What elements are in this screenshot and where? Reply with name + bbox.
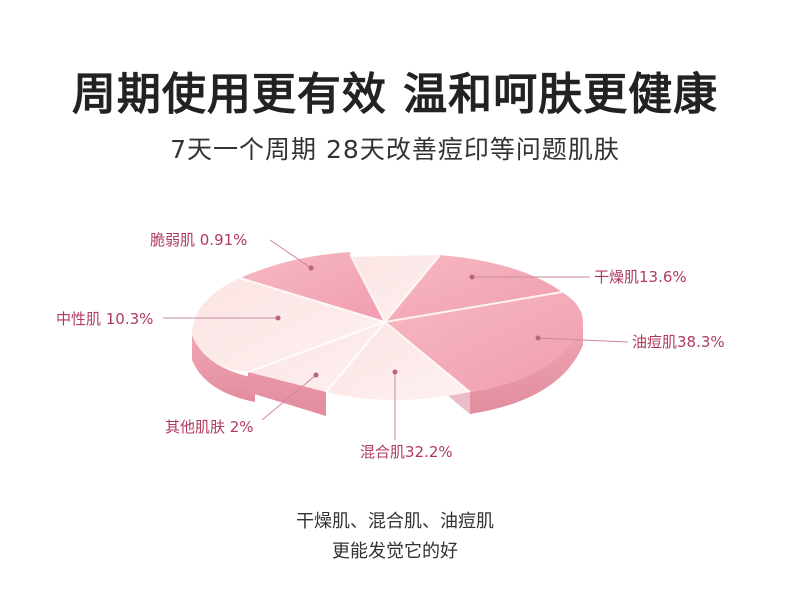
slice-label-2: 油痘肌38.3%	[632, 333, 725, 351]
leader-dot-4	[313, 372, 319, 378]
slice-label-1: 干燥肌13.6%	[594, 268, 687, 286]
slice-chunk-pink-topright	[385, 255, 562, 322]
pie-rim-right	[470, 322, 583, 414]
slice-chunk-light-center	[350, 255, 440, 322]
page-title: 周期使用更有效 温和呵肤更健康	[71, 69, 719, 120]
leader-dot-0	[308, 265, 314, 271]
leader-line-0	[269, 239, 312, 269]
slice-label-0: 脆弱肌 0.91%	[150, 231, 247, 249]
page-subtitle: 7天一个周期 28天改善痘印等问题肌肤	[170, 135, 620, 164]
slice-separators	[239, 253, 563, 393]
footer-line-2: 更能发觉它的好	[332, 541, 458, 562]
slice-chunk-light-left	[192, 278, 385, 372]
slice-chunk-pink-topleft	[240, 252, 385, 322]
leader-line-2	[537, 337, 629, 343]
slice-label-3: 混合肌32.2%	[360, 443, 453, 461]
leader-line-4	[261, 374, 317, 421]
leader-dot-2	[535, 335, 541, 341]
slice-chunk-pink-right	[385, 292, 583, 392]
pie-rim-left	[192, 335, 255, 402]
pie-rim-inner-left	[248, 370, 326, 416]
leader-dot-1	[469, 274, 475, 280]
slice-label-4: 其他肌肤 2%	[165, 418, 254, 436]
slice-label-5: 中性肌 10.3%	[56, 310, 153, 328]
slice-chunk-light-bottom	[248, 322, 385, 392]
slice-chunk-light-front	[326, 322, 470, 400]
footer-line-1: 干燥肌、混合肌、油痘肌	[296, 511, 494, 532]
leader-dot-5	[275, 315, 281, 321]
leader-dot-3	[392, 369, 398, 375]
